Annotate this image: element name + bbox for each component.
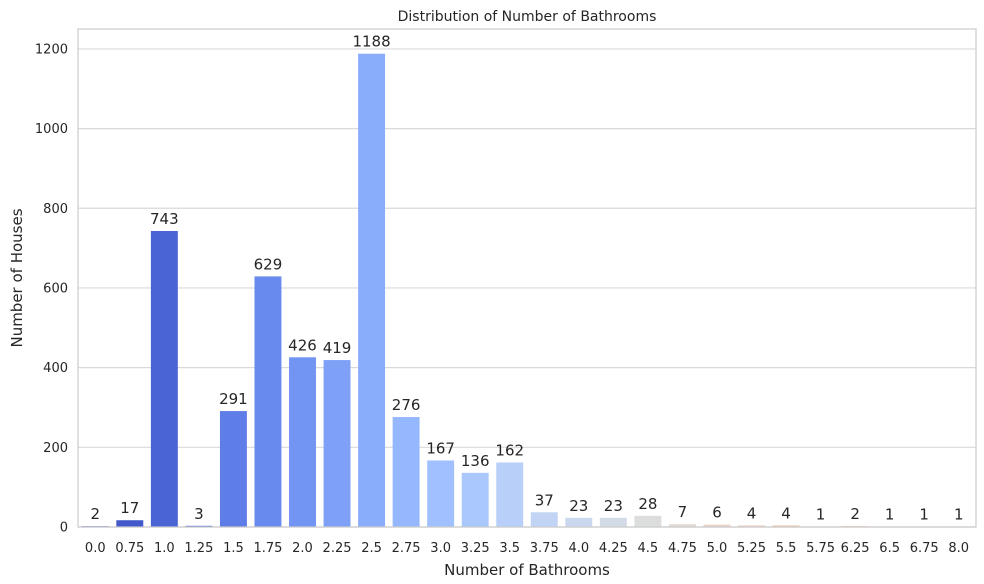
x-tick-label: 2.5 [361,541,382,556]
data-label: 2 [90,505,100,523]
bar [599,517,627,527]
bar [358,53,386,527]
bar [496,462,524,527]
data-label: 28 [638,495,657,513]
data-label: 167 [426,439,455,457]
x-tick-label: 8.0 [948,541,969,556]
x-tick-label: 2.0 [292,541,313,556]
x-tick-label: 3.0 [430,541,451,556]
x-tick-label: 3.5 [499,541,520,556]
bar [254,276,282,527]
data-label: 743 [150,210,179,228]
y-tick-label: 800 [43,202,68,217]
x-tick-label: 0.75 [115,541,144,556]
x-tick-label: 0.0 [85,541,106,556]
data-label: 4 [747,504,757,522]
x-tick-label: 4.5 [638,541,659,556]
data-label: 1 [954,506,964,524]
bars [81,53,973,527]
x-tick-label: 4.75 [668,541,697,556]
bar [565,517,593,527]
x-tick-label: 6.25 [841,541,870,556]
bar [427,460,455,527]
data-label: 37 [535,491,554,509]
data-label: 426 [288,336,317,354]
data-label: 1 [919,506,929,524]
plot-frame [77,28,977,528]
x-tick-label: 5.5 [776,541,797,556]
x-tick-label: 1.5 [223,541,244,556]
data-label: 2 [850,505,860,523]
data-label: 136 [461,452,490,470]
x-tick-label: 4.0 [568,541,589,556]
x-tick-label: 5.25 [737,541,766,556]
chart-title: Distribution of Number of Bathrooms [398,9,657,25]
x-axis-label: Number of Bathrooms [444,561,610,579]
data-label: 162 [495,441,524,459]
y-tick-label: 400 [43,361,68,376]
y-tick-labels: 0 200 400 600 800 1000 1200 [35,42,68,535]
x-tick-label: 5.0 [707,541,728,556]
bar [150,230,178,527]
data-label: 291 [219,390,248,408]
bar [703,524,731,527]
bar [219,411,247,527]
x-tick-label: 6.75 [910,541,939,556]
bar [668,524,696,527]
y-axis-label: Number of Houses [8,208,26,347]
x-tick-label: 1.0 [154,541,175,556]
x-tick-label: 2.75 [392,541,421,556]
data-label: 23 [604,497,623,515]
bar [530,512,558,527]
bar [116,520,144,527]
data-label: 629 [254,255,283,273]
bar [772,525,800,527]
data-label: 419 [323,339,352,357]
y-tick-label: 1000 [35,122,68,137]
y-tick-label: 200 [43,441,68,456]
bar [392,417,420,527]
y-tick-label: 0 [60,521,68,536]
bar [461,472,489,527]
data-label: 23 [569,497,588,515]
data-label: 1188 [352,33,390,51]
x-tick-label: 3.75 [530,541,559,556]
data-label: 276 [392,396,421,414]
x-tick-label: 2.25 [323,541,352,556]
x-tick-label: 1.25 [184,541,213,556]
bar [738,525,765,527]
data-label: 4 [781,504,791,522]
y-tick-label: 1200 [35,42,68,57]
data-label: 1 [885,506,895,524]
bar [323,360,351,527]
data-label: 7 [678,503,688,521]
x-tick-label: 6.5 [879,541,900,556]
x-tick-label: 5.75 [806,541,835,556]
bar [634,515,662,527]
x-tick-label: 1.75 [253,541,282,556]
data-label: 6 [712,504,722,522]
y-tick-label: 600 [43,281,68,296]
data-label: 17 [120,499,139,517]
x-tick-label: 4.25 [599,541,628,556]
data-label: 1 [816,506,826,524]
data-label: 3 [194,505,204,523]
x-tick-labels: 0.0 0.75 1.0 1.25 1.5 1.75 2.0 2.25 2.5 2.75 3.0 3.… [85,541,969,556]
x-tick-label: 3.25 [461,541,490,556]
bar [289,357,316,527]
